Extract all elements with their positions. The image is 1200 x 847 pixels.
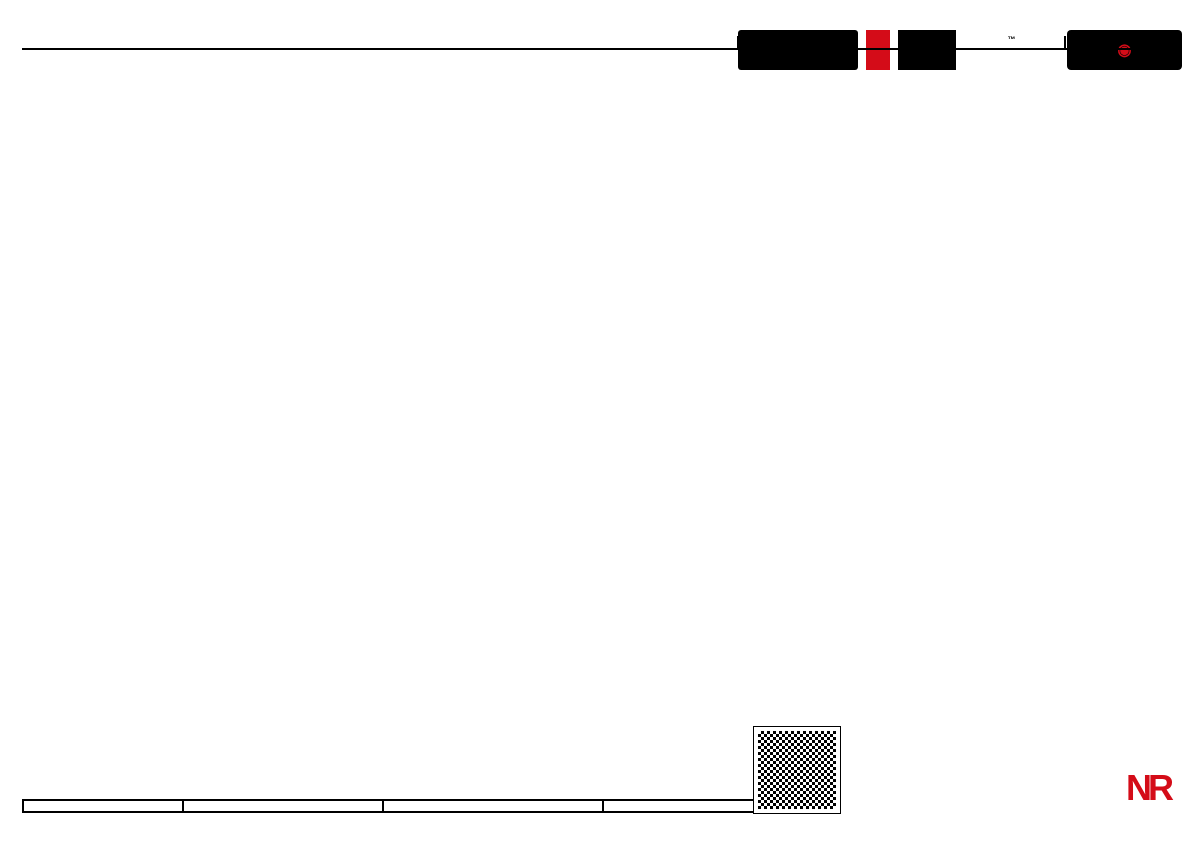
publication-cell xyxy=(23,800,183,812)
col-nationality xyxy=(525,36,626,49)
table-header-row xyxy=(22,36,1178,49)
col-no xyxy=(123,36,224,49)
col-w2 xyxy=(851,36,952,49)
col-motorcycle xyxy=(324,36,425,49)
col-w3 xyxy=(952,36,1065,49)
footer-brand: NR xyxy=(1126,767,1178,813)
results-table xyxy=(22,36,1178,50)
sig-president xyxy=(183,800,383,812)
col-total xyxy=(1065,36,1178,49)
col-pos xyxy=(22,36,123,49)
main-content xyxy=(22,22,1178,50)
col-competitor xyxy=(223,36,324,49)
signatures-table xyxy=(22,799,802,813)
sig-clerk xyxy=(383,800,603,812)
col-federation xyxy=(625,36,738,49)
qr-code xyxy=(754,727,840,813)
nr-logo: NR xyxy=(1126,767,1170,809)
col-team xyxy=(424,36,525,49)
footer xyxy=(22,783,1178,813)
col-w1 xyxy=(738,36,851,49)
